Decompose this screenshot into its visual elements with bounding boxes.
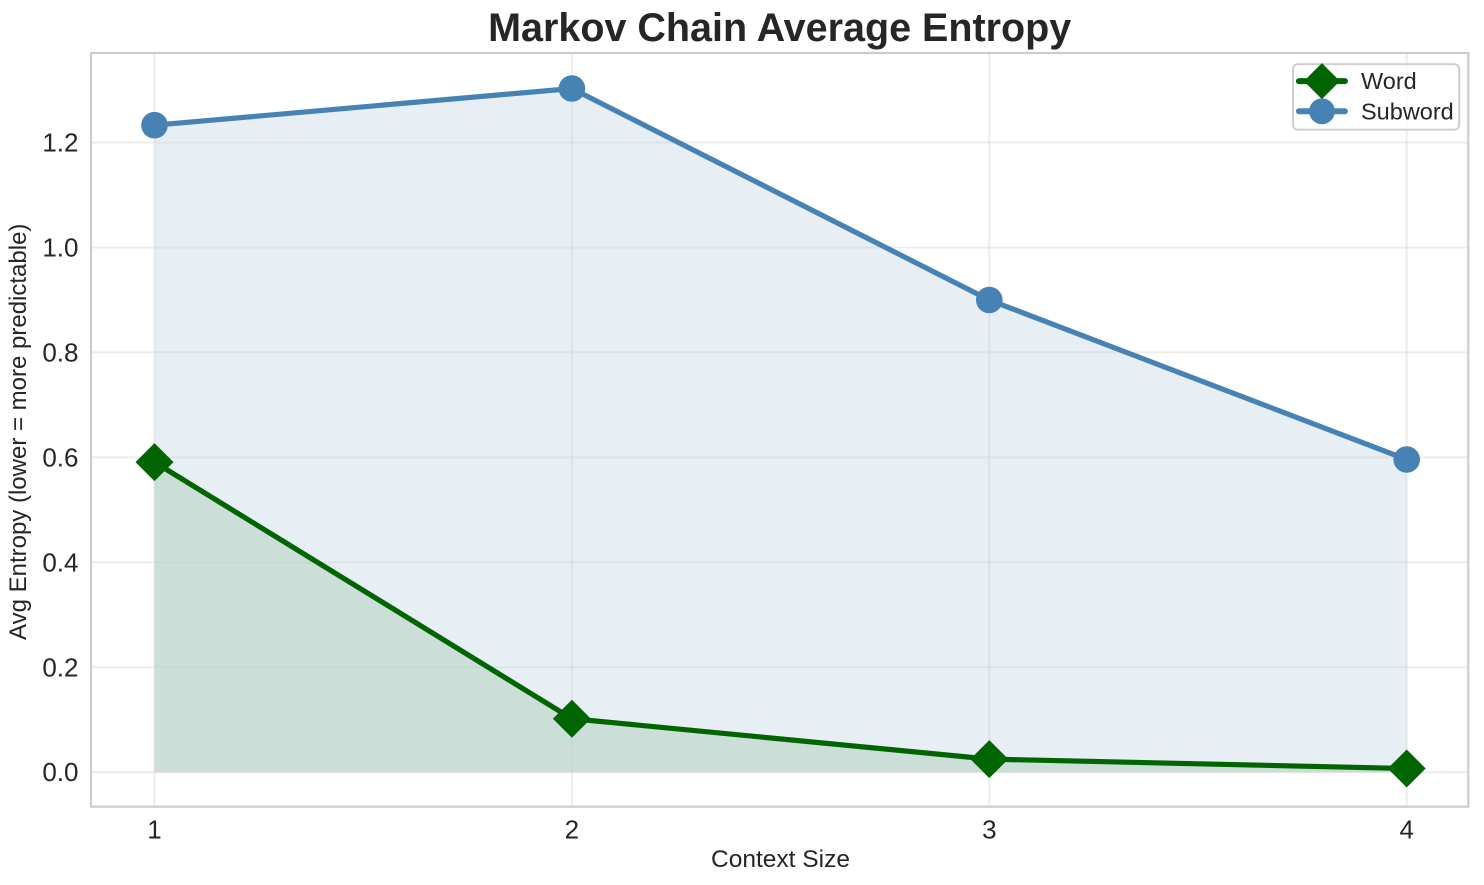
- svg-text:0.8: 0.8: [42, 337, 78, 367]
- svg-text:0.4: 0.4: [42, 547, 78, 577]
- svg-text:1.0: 1.0: [42, 233, 78, 263]
- svg-text:4: 4: [1399, 815, 1413, 845]
- svg-text:Markov Chain Average Entropy: Markov Chain Average Entropy: [488, 6, 1071, 50]
- svg-text:0.6: 0.6: [42, 442, 78, 472]
- svg-text:Avg Entropy (lower = more pred: Avg Entropy (lower = more predictable): [5, 224, 32, 640]
- svg-text:1.2: 1.2: [42, 128, 78, 158]
- svg-text:0.2: 0.2: [42, 652, 78, 682]
- svg-text:Subword: Subword: [1361, 99, 1454, 125]
- svg-text:Word: Word: [1361, 68, 1417, 94]
- svg-text:Context Size: Context Size: [711, 846, 850, 873]
- svg-text:0.0: 0.0: [42, 757, 78, 787]
- svg-text:3: 3: [982, 815, 996, 845]
- svg-text:2: 2: [565, 815, 579, 845]
- svg-text:1: 1: [147, 815, 161, 845]
